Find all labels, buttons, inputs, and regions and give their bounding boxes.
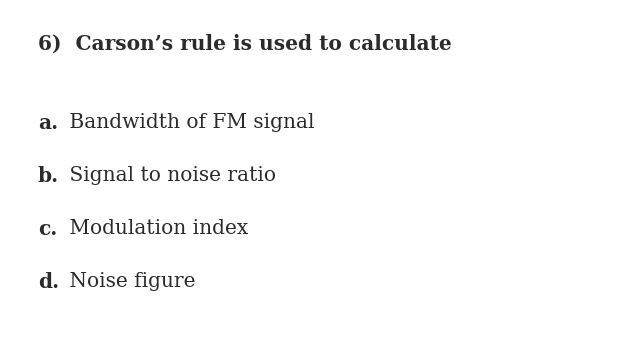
- Text: 6)  Carson’s rule is used to calculate: 6) Carson’s rule is used to calculate: [38, 34, 452, 54]
- Text: c.: c.: [38, 219, 57, 239]
- Text: Noise figure: Noise figure: [63, 272, 196, 291]
- Text: d.: d.: [38, 272, 59, 292]
- Text: b.: b.: [38, 166, 59, 186]
- Text: Bandwidth of FM signal: Bandwidth of FM signal: [63, 113, 315, 132]
- Text: a.: a.: [38, 113, 58, 133]
- Text: Signal to noise ratio: Signal to noise ratio: [63, 166, 276, 185]
- Text: Modulation index: Modulation index: [63, 219, 248, 238]
